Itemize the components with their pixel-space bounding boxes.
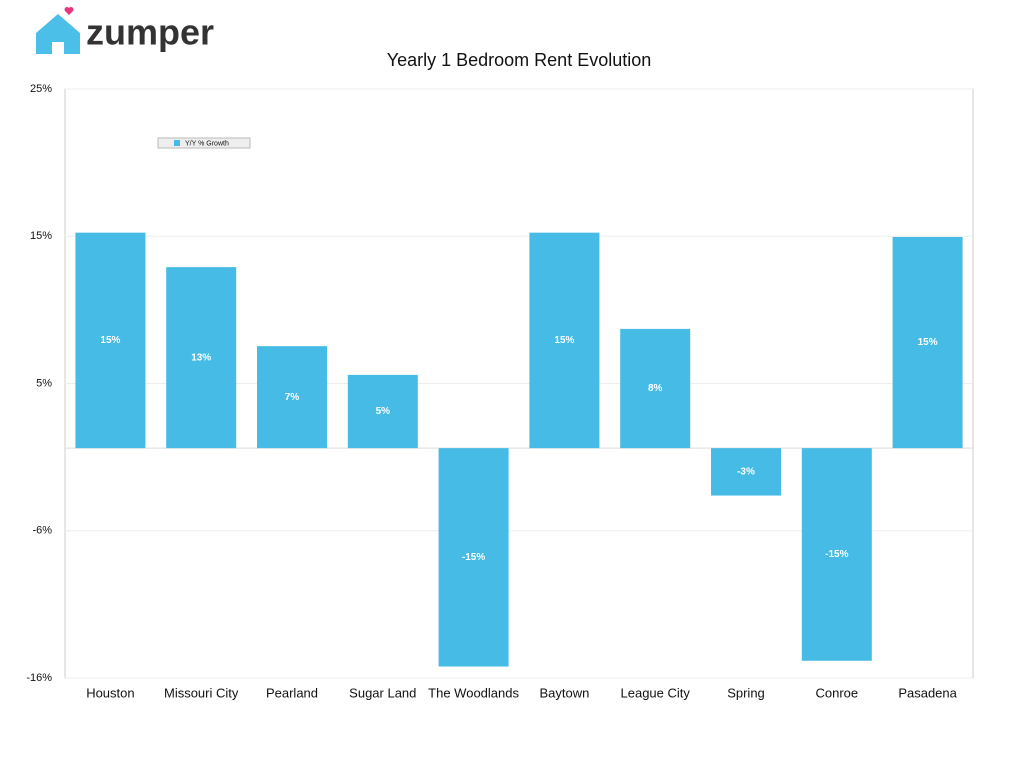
value-label: -3%	[737, 466, 755, 477]
value-label: 5%	[376, 406, 391, 417]
logo-heart	[64, 7, 74, 15]
value-label: -15%	[462, 552, 485, 563]
value-label: 15%	[918, 337, 938, 348]
y-tick-label: -16%	[26, 672, 52, 684]
x-tick-label: Missouri City	[164, 685, 239, 700]
logo-house	[36, 14, 80, 54]
legend-label: Y/Y % Growth	[185, 140, 229, 147]
x-tick-label: Pearland	[266, 685, 318, 700]
bar	[257, 346, 327, 449]
x-tick-label: League City	[621, 685, 691, 700]
bar	[801, 448, 872, 661]
bar	[166, 267, 237, 449]
x-tick-label: The Woodlands	[428, 685, 519, 700]
legend-swatch	[174, 140, 180, 146]
bar	[892, 236, 963, 449]
value-label: 15%	[554, 335, 574, 346]
value-label: 13%	[191, 352, 211, 363]
value-label: 15%	[100, 335, 120, 346]
bar	[75, 232, 146, 449]
value-label: 7%	[285, 392, 300, 403]
chart-title: Yearly 1 Bedroom Rent Evolution	[387, 50, 652, 70]
logo: zumper	[36, 7, 214, 54]
y-tick-label: -6%	[32, 525, 52, 537]
x-tick-label: Houston	[86, 685, 134, 700]
value-label: -15%	[825, 549, 848, 560]
x-tick-label: Sugar Land	[349, 685, 416, 700]
value-label: 8%	[648, 383, 663, 394]
bar	[347, 374, 418, 449]
legend-box	[157, 137, 251, 149]
x-tick-label: Conroe	[815, 685, 858, 700]
x-tick-label: Baytown	[539, 685, 589, 700]
bar	[620, 328, 691, 449]
x-tick-label: Pasadena	[898, 685, 957, 700]
bar	[438, 448, 509, 667]
y-tick-label: 5%	[36, 377, 52, 389]
y-tick-label: 15%	[30, 230, 52, 242]
bar	[711, 448, 781, 496]
bar	[529, 232, 600, 449]
brand-name: zumper	[86, 12, 214, 53]
y-tick-label: 25%	[30, 83, 52, 95]
x-tick-label: Spring	[727, 685, 765, 700]
